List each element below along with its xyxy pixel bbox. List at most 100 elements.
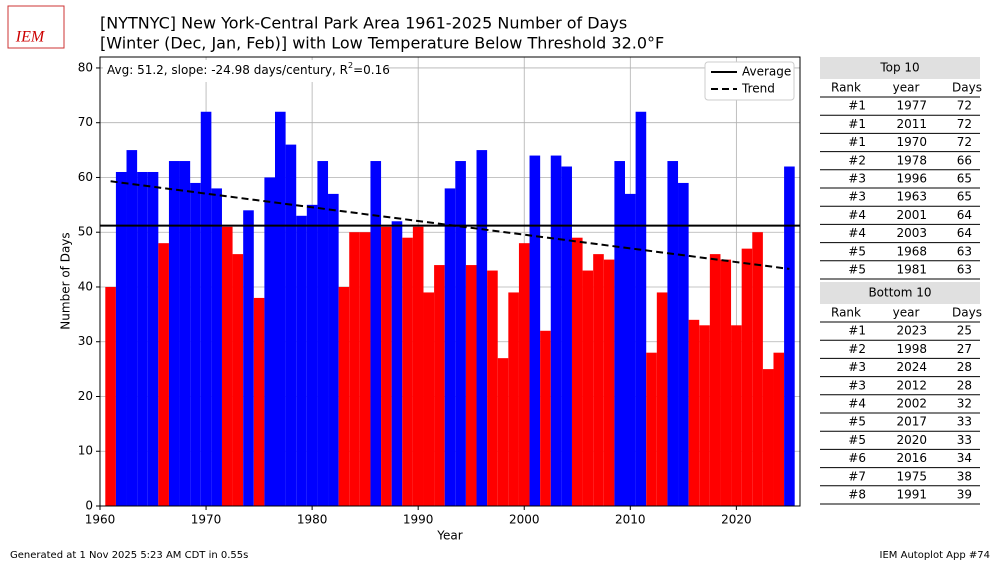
table-cell: #3 — [848, 172, 866, 186]
table-title: Bottom 10 — [868, 286, 931, 300]
bar — [603, 259, 615, 506]
bar — [158, 243, 169, 507]
table-header-bg — [820, 282, 980, 304]
bar — [709, 254, 721, 506]
bar — [465, 265, 477, 506]
table-cell: 1975 — [896, 469, 927, 483]
bar — [296, 215, 307, 507]
bar — [784, 166, 795, 506]
chart-title: [NYTNYC] New York-Central Park Area 1961… — [100, 14, 627, 33]
y-tick-label: 0 — [85, 499, 93, 513]
table-cell: 2012 — [896, 378, 927, 392]
y-tick-label: 30 — [78, 334, 93, 348]
table-cell: 65 — [957, 190, 972, 204]
y-tick-label: 80 — [78, 60, 93, 74]
table-cell: 27 — [957, 342, 972, 356]
bar — [221, 226, 233, 506]
bar — [656, 292, 668, 506]
bar — [275, 111, 286, 506]
table-cell: 1996 — [896, 172, 927, 186]
x-tick-label: 2010 — [615, 513, 646, 527]
table-cell: #3 — [848, 378, 866, 392]
table-cell: 39 — [957, 488, 972, 502]
table-cell: #1 — [848, 99, 866, 113]
bar — [317, 161, 329, 506]
bar — [147, 171, 159, 507]
column-header: Days — [952, 306, 982, 320]
bar — [349, 232, 360, 506]
table-cell: 28 — [957, 360, 972, 374]
table-cell: #7 — [848, 469, 866, 483]
table-cell: 32 — [957, 397, 972, 411]
table-title: Top 10 — [879, 61, 919, 75]
bar — [232, 254, 244, 506]
table-cell: #4 — [848, 226, 866, 240]
bar — [773, 352, 785, 506]
x-tick-label: 2000 — [509, 513, 540, 527]
table-cell: 28 — [957, 378, 972, 392]
bar — [678, 182, 689, 506]
table-cell: 2002 — [896, 397, 927, 411]
bar — [731, 325, 742, 506]
bar — [200, 111, 212, 506]
table-cell: 34 — [957, 451, 972, 465]
y-tick-label: 50 — [78, 225, 93, 239]
bar — [168, 161, 180, 506]
bar — [635, 111, 647, 506]
bar — [211, 188, 222, 507]
table-cell: #5 — [848, 244, 866, 258]
table-cell: #5 — [848, 263, 866, 277]
bar — [444, 188, 456, 507]
table-cell: #6 — [848, 451, 866, 465]
table-cell: #1 — [848, 324, 866, 338]
annotation-part: =0.16 — [353, 63, 390, 77]
table-cell: 65 — [957, 172, 972, 186]
bar — [625, 193, 636, 506]
logo-frame — [7, 5, 65, 49]
footer-right: IEM Autoplot App #74 — [880, 550, 990, 561]
table-cell: 33 — [957, 415, 972, 429]
bar — [593, 254, 604, 506]
bar — [550, 155, 562, 506]
y-tick-label: 40 — [78, 279, 93, 293]
bar — [423, 292, 435, 506]
plot-frame — [99, 56, 801, 507]
bar — [720, 259, 732, 506]
logo: IEM — [15, 29, 46, 46]
bar — [518, 243, 530, 507]
y-tick-label: 20 — [78, 389, 93, 403]
table-cell: 2023 — [896, 324, 927, 338]
table-cell: 2003 — [896, 226, 927, 240]
column-header: Rank — [831, 81, 861, 95]
table-cell: 25 — [957, 324, 972, 338]
y-tick-label: 60 — [78, 170, 93, 184]
table-cell: #3 — [848, 360, 866, 374]
table-cell: 64 — [957, 208, 972, 222]
table-cell: 33 — [957, 433, 972, 447]
bar — [190, 182, 201, 506]
legend-label: Trend — [741, 82, 775, 96]
annotation-part: Avg: 51.2, slope: -24.98 days/century, R — [107, 63, 348, 77]
bar — [762, 369, 774, 506]
bar — [699, 325, 710, 506]
table-cell: 72 — [957, 135, 972, 149]
table-cell: 2020 — [896, 433, 927, 447]
bar — [540, 330, 551, 506]
bar — [338, 286, 350, 506]
x-tick-label: 1980 — [297, 513, 328, 527]
table-cell: #4 — [848, 397, 866, 411]
bar — [306, 204, 318, 506]
table-cell: 38 — [957, 469, 972, 483]
x-tick-label: 1970 — [191, 513, 222, 527]
table-cell: 72 — [957, 117, 972, 131]
table-cell: 1977 — [896, 99, 927, 113]
trend-line — [110, 180, 790, 270]
bar — [243, 210, 254, 506]
table-cell: #4 — [848, 208, 866, 222]
footer-left: Generated at 1 Nov 2025 5:23 AM CDT in 0… — [10, 550, 248, 561]
x-axis-label: Year — [436, 529, 462, 543]
bar — [370, 161, 382, 506]
table-cell: 1981 — [896, 263, 927, 277]
table-cell: 63 — [957, 244, 972, 258]
bar — [614, 161, 625, 506]
